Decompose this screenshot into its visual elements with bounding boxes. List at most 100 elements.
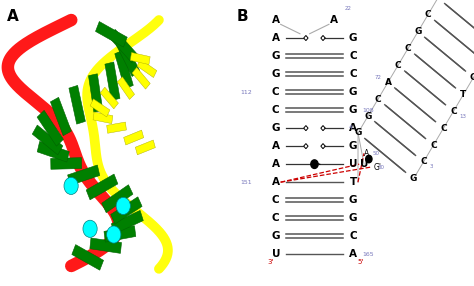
Text: G: G [272, 231, 280, 241]
Text: G': G' [374, 162, 382, 172]
Text: G: G [349, 213, 357, 223]
FancyBboxPatch shape [68, 165, 100, 185]
Polygon shape [304, 144, 308, 149]
Text: C: C [272, 195, 280, 205]
FancyBboxPatch shape [111, 197, 142, 224]
Text: 4: 4 [348, 126, 352, 130]
FancyBboxPatch shape [90, 99, 110, 117]
FancyBboxPatch shape [69, 86, 85, 124]
Circle shape [107, 226, 121, 243]
Text: A: A [272, 15, 280, 25]
Text: 165: 165 [363, 252, 374, 257]
Polygon shape [321, 126, 325, 131]
Text: 50: 50 [373, 151, 380, 156]
Circle shape [311, 160, 318, 168]
Text: A: A [272, 177, 280, 187]
FancyBboxPatch shape [86, 174, 118, 200]
Circle shape [366, 155, 372, 163]
Text: C: C [430, 141, 437, 150]
Text: G: G [355, 128, 362, 137]
Text: C: C [272, 105, 280, 115]
Text: 112: 112 [240, 90, 252, 95]
FancyBboxPatch shape [118, 77, 135, 100]
FancyBboxPatch shape [124, 130, 144, 145]
Text: C: C [425, 10, 431, 19]
Text: C: C [405, 44, 411, 53]
FancyBboxPatch shape [51, 158, 82, 169]
Text: 5': 5' [357, 259, 364, 265]
Text: 3': 3' [268, 259, 274, 265]
Text: G: G [272, 51, 280, 61]
Text: A: A [364, 149, 369, 158]
Text: C: C [272, 213, 280, 223]
Text: G: G [349, 195, 357, 205]
Text: A: A [272, 141, 280, 151]
Circle shape [83, 220, 97, 237]
Text: G: G [349, 141, 357, 151]
Text: C: C [395, 61, 401, 70]
FancyBboxPatch shape [72, 245, 103, 270]
Text: G: G [349, 33, 357, 43]
Text: 72: 72 [375, 75, 382, 80]
FancyBboxPatch shape [100, 87, 118, 109]
Text: U: U [272, 249, 280, 259]
Circle shape [64, 177, 78, 194]
FancyBboxPatch shape [95, 21, 127, 47]
FancyBboxPatch shape [37, 110, 64, 146]
FancyBboxPatch shape [89, 74, 103, 112]
FancyBboxPatch shape [50, 97, 72, 136]
FancyBboxPatch shape [130, 52, 150, 65]
Text: G: G [410, 174, 417, 183]
Text: C: C [420, 158, 427, 166]
Text: C: C [440, 124, 447, 133]
Text: G: G [272, 123, 280, 133]
Text: 30: 30 [378, 164, 385, 170]
Text: 151: 151 [240, 180, 252, 185]
FancyBboxPatch shape [104, 226, 136, 242]
Text: G: G [349, 87, 357, 97]
Text: 22: 22 [345, 7, 352, 11]
Text: C: C [435, 0, 441, 3]
Text: C: C [349, 51, 357, 61]
Text: A: A [7, 9, 19, 23]
FancyBboxPatch shape [109, 29, 138, 63]
Text: U: U [360, 159, 368, 169]
Text: G: G [365, 112, 372, 120]
Text: C: C [374, 95, 381, 104]
FancyBboxPatch shape [111, 210, 143, 234]
Text: A: A [330, 15, 338, 25]
Polygon shape [304, 35, 308, 41]
Text: 108: 108 [363, 108, 374, 113]
Text: G: G [414, 27, 422, 36]
Text: A: A [349, 249, 357, 259]
Text: A: A [384, 78, 392, 87]
FancyBboxPatch shape [32, 125, 63, 155]
Text: T: T [460, 90, 466, 99]
Text: C: C [349, 231, 357, 241]
Polygon shape [304, 126, 308, 131]
Text: C: C [450, 107, 457, 116]
Text: 13: 13 [459, 114, 466, 119]
FancyBboxPatch shape [90, 238, 121, 253]
FancyBboxPatch shape [105, 62, 120, 101]
Text: A: A [272, 33, 280, 43]
Text: T: T [349, 177, 357, 187]
FancyBboxPatch shape [102, 185, 133, 213]
FancyBboxPatch shape [135, 140, 155, 155]
Text: 3: 3 [429, 164, 433, 169]
FancyBboxPatch shape [107, 122, 127, 133]
FancyBboxPatch shape [93, 112, 113, 124]
FancyBboxPatch shape [137, 59, 157, 78]
Text: C: C [272, 87, 280, 97]
FancyBboxPatch shape [115, 50, 133, 89]
Circle shape [116, 197, 130, 214]
Text: G: G [349, 105, 357, 115]
Text: C: C [349, 69, 357, 79]
Text: A: A [272, 159, 280, 169]
Polygon shape [321, 35, 325, 41]
FancyBboxPatch shape [132, 67, 150, 89]
FancyBboxPatch shape [116, 39, 140, 77]
FancyBboxPatch shape [37, 141, 69, 162]
Text: G: G [470, 73, 474, 82]
Text: G: G [272, 69, 280, 79]
